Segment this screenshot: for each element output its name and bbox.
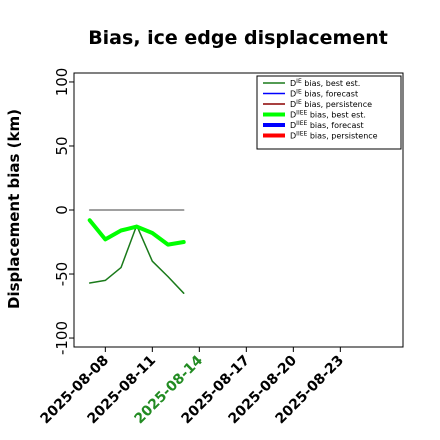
- chart-title: Bias, ice edge displacement: [88, 27, 388, 49]
- legend-sup: IE: [296, 89, 302, 96]
- series-group: [87, 209, 186, 294]
- y-axis-label: Displacement bias (km): [5, 109, 23, 309]
- legend-label: bias, best est.: [307, 111, 366, 120]
- legend-base: D: [290, 121, 296, 130]
- legend-label: bias, forecast: [307, 121, 363, 130]
- legend: DIE bias, best est.DIE bias, forecastDIE…: [256, 75, 402, 150]
- legend-base: D: [290, 100, 296, 109]
- y-tick-label: 0: [53, 205, 71, 215]
- series-line-2: [87, 218, 186, 247]
- legend-sup: IE: [296, 78, 302, 85]
- x-axis: 2025-08-082025-08-112025-08-142025-08-17…: [38, 347, 347, 427]
- y-axis: 100 50 0 -50 -100: [53, 68, 74, 355]
- y-tick-label: 100: [53, 68, 71, 97]
- y-tick-label: 50: [53, 136, 71, 155]
- legend-sup: IIEE: [296, 120, 307, 127]
- legend-entry: DIE bias, best est.: [290, 78, 360, 88]
- legend-entry: DIIEE bias, forecast: [290, 120, 364, 130]
- legend-label: bias, forecast: [302, 90, 358, 99]
- y-tick-label: -50: [53, 262, 71, 287]
- y-tick-label: -100: [53, 321, 71, 355]
- legend-sup: IE: [296, 99, 302, 106]
- legend-entry: DIE bias, persistence: [290, 99, 372, 109]
- legend-base: D: [290, 90, 296, 99]
- legend-label: bias, best est.: [302, 79, 361, 88]
- legend-base: D: [290, 79, 296, 88]
- legend-base: D: [290, 111, 296, 120]
- legend-base: D: [290, 132, 296, 141]
- legend-entry: DIIEE bias, best est.: [290, 110, 366, 120]
- legend-label: bias, persistence: [307, 132, 377, 141]
- legend-sup: IIEE: [296, 110, 307, 117]
- legend-entry: DIIEE bias, persistence: [290, 131, 378, 141]
- legend-entry: DIE bias, forecast: [290, 89, 358, 99]
- legend-sup: IIEE: [296, 131, 307, 138]
- legend-label: bias, persistence: [302, 100, 372, 109]
